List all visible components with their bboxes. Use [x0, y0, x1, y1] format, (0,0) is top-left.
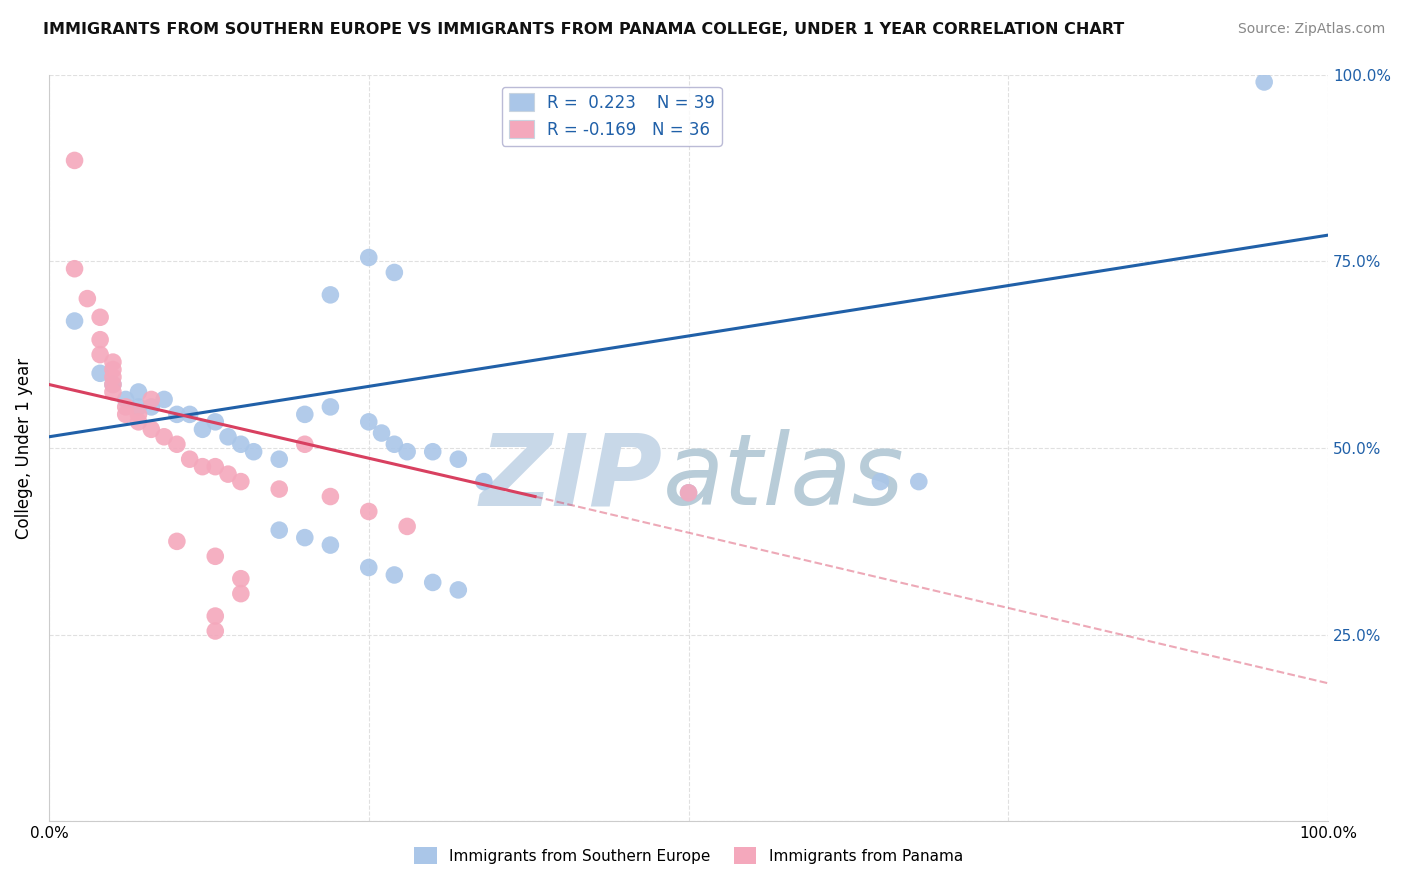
Point: [229, 572, 252, 586]
Point: [294, 408, 316, 422]
Point: [166, 534, 188, 549]
Point: [1253, 75, 1275, 89]
Point: [128, 408, 150, 422]
Text: ZIP: ZIP: [479, 429, 664, 526]
Point: [179, 408, 201, 422]
Point: [357, 560, 380, 574]
Point: [869, 475, 891, 489]
Point: [217, 430, 239, 444]
Point: [382, 568, 405, 582]
Point: [357, 415, 380, 429]
Point: [678, 485, 700, 500]
Point: [217, 467, 239, 482]
Point: [191, 459, 214, 474]
Y-axis label: College, Under 1 year: College, Under 1 year: [15, 358, 32, 539]
Point: [89, 366, 111, 380]
Point: [101, 362, 124, 376]
Text: Source: ZipAtlas.com: Source: ZipAtlas.com: [1237, 22, 1385, 37]
Point: [63, 153, 86, 168]
Point: [678, 485, 700, 500]
Point: [101, 377, 124, 392]
Point: [153, 392, 176, 407]
Point: [269, 482, 291, 496]
Point: [396, 444, 419, 458]
Point: [114, 400, 136, 414]
Point: [89, 333, 111, 347]
Point: [166, 437, 188, 451]
Text: atlas: atlas: [664, 429, 904, 526]
Point: [141, 400, 163, 414]
Point: [101, 384, 124, 399]
Point: [153, 430, 176, 444]
Point: [166, 408, 188, 422]
Point: [128, 400, 150, 414]
Point: [114, 392, 136, 407]
Point: [128, 384, 150, 399]
Point: [319, 400, 342, 414]
Point: [114, 408, 136, 422]
Point: [204, 624, 226, 638]
Point: [422, 444, 444, 458]
Point: [76, 292, 98, 306]
Point: [101, 355, 124, 369]
Point: [294, 531, 316, 545]
Point: [229, 475, 252, 489]
Point: [229, 587, 252, 601]
Point: [179, 452, 201, 467]
Point: [382, 437, 405, 451]
Text: IMMIGRANTS FROM SOUTHERN EUROPE VS IMMIGRANTS FROM PANAMA COLLEGE, UNDER 1 YEAR : IMMIGRANTS FROM SOUTHERN EUROPE VS IMMIG…: [42, 22, 1125, 37]
Point: [89, 310, 111, 325]
Point: [319, 538, 342, 552]
Point: [319, 288, 342, 302]
Point: [269, 523, 291, 537]
Point: [141, 422, 163, 436]
Point: [357, 251, 380, 265]
Point: [141, 392, 163, 407]
Point: [89, 348, 111, 362]
Point: [204, 609, 226, 624]
Point: [269, 452, 291, 467]
Point: [101, 370, 124, 384]
Point: [907, 475, 929, 489]
Point: [63, 261, 86, 276]
Point: [357, 504, 380, 518]
Point: [370, 425, 392, 440]
Point: [229, 437, 252, 451]
Point: [319, 490, 342, 504]
Point: [382, 265, 405, 279]
Point: [242, 444, 264, 458]
Point: [191, 422, 214, 436]
Point: [204, 415, 226, 429]
Point: [204, 549, 226, 564]
Point: [447, 582, 470, 597]
Point: [396, 519, 419, 533]
Point: [422, 575, 444, 590]
Point: [128, 415, 150, 429]
Legend: R =  0.223    N = 39, R = -0.169   N = 36: R = 0.223 N = 39, R = -0.169 N = 36: [502, 87, 721, 145]
Point: [101, 377, 124, 392]
Point: [447, 452, 470, 467]
Point: [204, 459, 226, 474]
Point: [472, 475, 495, 489]
Point: [63, 314, 86, 328]
Point: [294, 437, 316, 451]
